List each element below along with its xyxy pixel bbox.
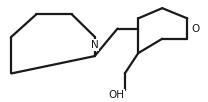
Text: N: N <box>91 40 99 50</box>
Text: OH: OH <box>109 90 124 100</box>
Text: O: O <box>191 24 200 34</box>
